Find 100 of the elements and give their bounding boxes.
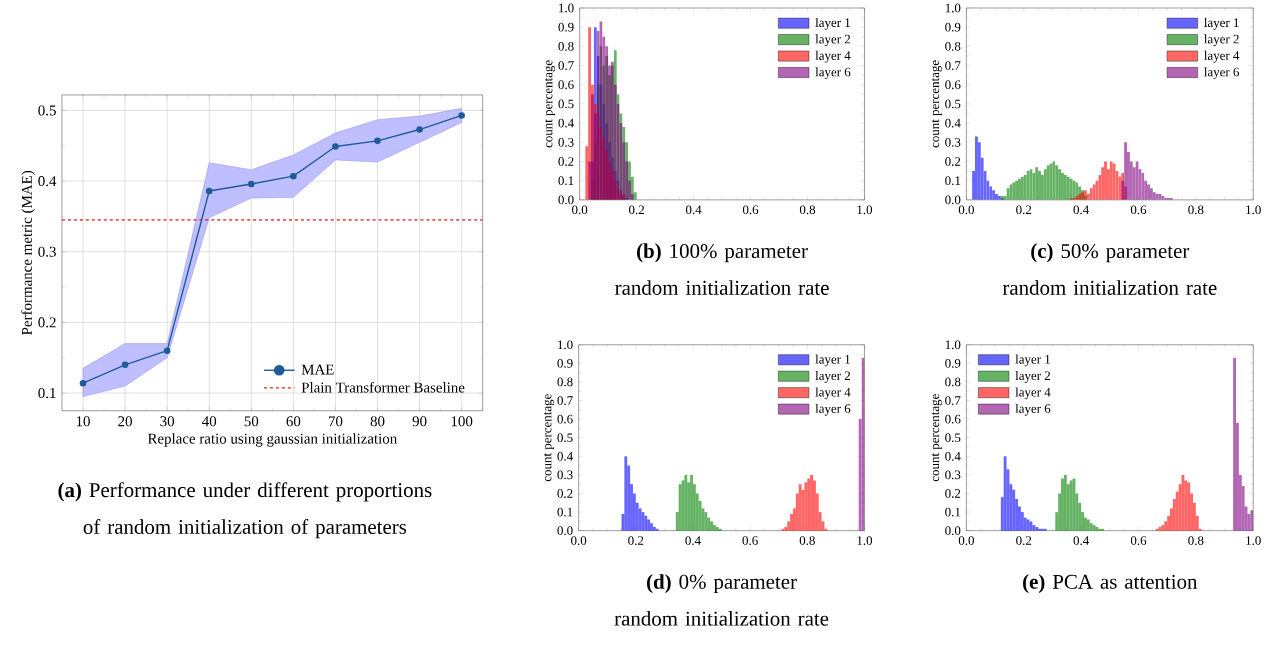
text: (a) Performance under different proportions of random initialization of parameters xyxy=(58,482,432,539)
legend-label: layer 2 xyxy=(1015,371,1050,383)
legend-label: layer 6 xyxy=(1204,67,1240,80)
y-tick-label: 0.4 xyxy=(945,452,961,461)
y-tick-label: 0.1 xyxy=(945,176,961,186)
y-tick-label: 0.4 xyxy=(38,176,57,187)
y-tick-label: 0.8 xyxy=(945,42,961,51)
y-tick-label: 0.0 xyxy=(558,195,574,205)
x-tick-label: 50 xyxy=(244,416,259,427)
y-tick-label: 0.5 xyxy=(557,433,573,443)
y-axis-title: count percentage xyxy=(931,394,942,482)
legend-label: layer 2 xyxy=(1204,34,1239,47)
x-tick-label: 0.2 xyxy=(1016,536,1032,546)
y-axis-title: count percentage xyxy=(544,394,555,482)
y-tick-label: 1.0 xyxy=(558,340,573,350)
legend-label: MAE xyxy=(301,364,334,375)
text: (e) PCA as attention xyxy=(1023,574,1198,594)
x-tick-label: 0.4 xyxy=(685,205,702,215)
x-tick-label: 0.4 xyxy=(1073,536,1090,546)
y-tick-label: 0.7 xyxy=(558,61,574,71)
x-tick-label: 0.4 xyxy=(685,536,701,546)
x-tick-label: 90 xyxy=(412,416,427,427)
y-tick-label: 0.0 xyxy=(557,526,573,536)
x-tick-label: 0.6 xyxy=(1130,205,1147,215)
y-tick-label: 0.7 xyxy=(945,396,961,406)
x-tick-label: 0.8 xyxy=(799,536,815,546)
x-tick-label: 0.0 xyxy=(572,205,588,215)
legend-label: layer 1 xyxy=(1015,354,1050,367)
x-tick-label: 10 xyxy=(76,416,90,427)
legend-label: layer 4 xyxy=(1204,51,1240,63)
y-tick-label: 0.0 xyxy=(945,195,961,205)
text: (c) 50% parameter random initialization rate xyxy=(1002,243,1217,296)
x-tick-label: 60 xyxy=(286,416,301,427)
y-tick-label: 0.3 xyxy=(557,470,573,480)
legend-label: layer 1 xyxy=(815,354,850,367)
legend-label: layer 4 xyxy=(815,51,851,63)
legend-label: layer 1 xyxy=(1204,18,1239,30)
legend-label: layer 4 xyxy=(815,387,851,400)
x-tick-label: 0.2 xyxy=(1016,205,1032,215)
point xyxy=(248,180,255,188)
y-tick-label: 0.8 xyxy=(558,42,574,51)
text: (b) 100% parameter random initialization rate xyxy=(615,243,829,296)
point xyxy=(163,347,171,355)
x-tick-label: 0.4 xyxy=(1073,205,1090,215)
y-tick-label: 0.7 xyxy=(557,396,573,406)
point xyxy=(121,361,129,369)
y-tick-label: 0.2 xyxy=(557,489,573,499)
point xyxy=(374,137,381,145)
y-tick-label: 0.4 xyxy=(557,452,573,461)
y-tick-label: 0.3 xyxy=(945,470,961,480)
x-tick-label: 70 xyxy=(328,416,343,427)
legend-label: layer 2 xyxy=(815,34,851,47)
y-tick-label: 0.1 xyxy=(945,507,961,517)
y-tick-label: 0.5 xyxy=(945,99,961,109)
text: (d) 0% parameter random initialization rate xyxy=(614,574,829,626)
legend-label: layer 2 xyxy=(815,371,850,383)
y-tick-label: 0.2 xyxy=(38,317,56,328)
legend-label: layer 6 xyxy=(815,67,851,80)
y-tick-label: 0.4 xyxy=(558,118,574,128)
y-axis-title: count percentage xyxy=(545,60,556,148)
y-tick-label: 0.9 xyxy=(945,359,961,368)
y-tick-label: 0.0 xyxy=(945,526,961,536)
y-tick-label: 0.2 xyxy=(945,157,961,167)
y-tick-label: 0.3 xyxy=(38,246,56,258)
point xyxy=(332,143,339,150)
legend-label: layer 1 xyxy=(815,18,850,30)
y-tick-label: 0.7 xyxy=(945,61,961,71)
x-tick-label: 0.0 xyxy=(958,205,974,215)
x-tick-label: 0.6 xyxy=(1130,536,1147,546)
legend-label: layer 6 xyxy=(815,404,851,416)
y-tick-label: 0.5 xyxy=(558,99,574,109)
y-tick-label: 0.8 xyxy=(945,377,961,387)
x-tick-label: 80 xyxy=(370,416,385,427)
y-tick-label: 0.9 xyxy=(557,359,573,368)
point xyxy=(205,187,213,195)
y-tick-label: 0.5 xyxy=(38,105,56,116)
x-tick-label: 0.8 xyxy=(1188,205,1204,215)
x-tick-label: 30 xyxy=(160,416,175,427)
y-axis-title: count percentage xyxy=(931,60,942,148)
x-tick-label: 1.0 xyxy=(857,205,873,215)
y-tick-label: 0.2 xyxy=(558,157,574,167)
y-tick-label: 0.4 xyxy=(945,118,961,128)
legend-label: layer 6 xyxy=(1015,404,1051,416)
x-tick-label: 0.0 xyxy=(571,536,587,546)
x-tick-label: 100 xyxy=(451,416,473,427)
y-tick-label: 0.6 xyxy=(558,80,574,90)
x-tick-label: 1.0 xyxy=(1246,205,1261,215)
point xyxy=(458,112,465,119)
point xyxy=(290,173,297,180)
legend-label: Plain Transformer Baseline xyxy=(301,382,465,393)
x-tick-label: 40 xyxy=(202,416,217,427)
y-tick-label: 1.0 xyxy=(559,3,574,13)
x-axis-title: Replace ratio using gaussian initialization xyxy=(147,433,397,447)
x-tick-label: 0.8 xyxy=(1188,536,1204,546)
y-tick-label: 0.3 xyxy=(945,138,961,147)
y-tick-label: 0.2 xyxy=(945,489,961,499)
y-tick-label: 0.1 xyxy=(558,176,574,186)
x-tick-label: 0.2 xyxy=(628,536,644,546)
x-tick-label: 0.6 xyxy=(742,205,759,215)
y-tick-label: 1.0 xyxy=(945,340,961,350)
